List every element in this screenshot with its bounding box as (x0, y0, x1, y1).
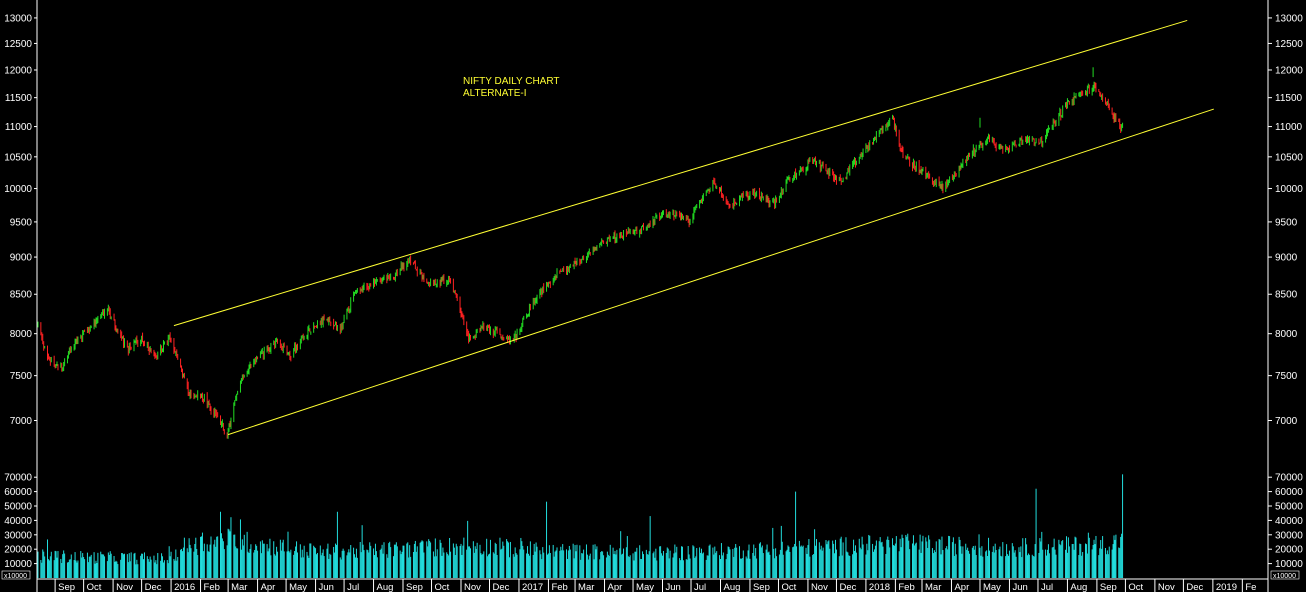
month-label: May (983, 582, 1001, 592)
month-label: Nov (1158, 582, 1175, 592)
price-tick-label: 10000 (4, 184, 32, 195)
month-label: Jul (347, 582, 359, 592)
month-label: 2017 (522, 582, 543, 592)
price-tick-label: 12000 (1275, 65, 1303, 76)
price-tick-label: 12500 (4, 39, 32, 50)
volume-tick-label: 30000 (1275, 530, 1303, 541)
month-label: Fe (1245, 582, 1256, 592)
volume-tick-label: 40000 (1275, 516, 1303, 527)
volume-tick-label: 40000 (4, 516, 32, 527)
month-label: Jun (319, 582, 334, 592)
month-label: Jul (694, 582, 706, 592)
price-tick-label: 12000 (4, 65, 32, 76)
month-label: Oct (781, 582, 796, 592)
month-label: Dec (145, 582, 162, 592)
month-label: Jul (1041, 582, 1053, 592)
month-label: Aug (1070, 582, 1087, 592)
month-label: Aug (377, 582, 394, 592)
month-label: Sep (58, 582, 75, 592)
price-tick-label: 9500 (1275, 217, 1298, 228)
month-label: Dec (493, 582, 510, 592)
price-tick-label: 10500 (1275, 152, 1303, 163)
price-tick-label: 11500 (5, 93, 33, 104)
month-label: Jun (1012, 582, 1027, 592)
month-label: Mar (925, 582, 941, 592)
price-tick-label: 11000 (1275, 122, 1303, 133)
month-label: 2018 (869, 582, 890, 592)
month-label: Nov (116, 582, 133, 592)
price-tick-label: 8500 (10, 290, 33, 301)
price-tick-label: 13000 (4, 13, 32, 24)
price-tick-label: 7500 (1275, 371, 1298, 382)
month-label: Nov (464, 582, 481, 592)
month-label: Sep (1100, 582, 1117, 592)
month-label: Aug (723, 582, 740, 592)
month-label: Feb (204, 582, 220, 592)
volume-tick-label: 50000 (1275, 502, 1303, 513)
price-tick-label: 12500 (1275, 39, 1303, 50)
volume-tick-label: 50000 (4, 502, 32, 513)
price-tick-label: 7500 (10, 371, 33, 382)
volume-unit-box-left (1, 570, 31, 580)
volume-tick-label: 60000 (1275, 487, 1303, 498)
month-label: Mar (578, 582, 594, 592)
month-label: Nov (811, 582, 828, 592)
price-tick-label: 9000 (1275, 253, 1298, 264)
price-tick-label: 10500 (4, 152, 32, 163)
month-label: Sep (406, 582, 423, 592)
volume-tick-label: 70000 (1275, 473, 1303, 484)
month-label: Apr (261, 582, 276, 592)
price-tick-label: 9000 (10, 253, 33, 264)
price-tick-label: 7000 (10, 416, 33, 427)
price-tick-label: 7000 (1275, 416, 1298, 427)
month-label: Mar (231, 582, 247, 592)
price-tick-label: 11000 (5, 122, 33, 133)
price-candles (37, 67, 1124, 439)
month-label: Oct (435, 582, 450, 592)
chart-annotation-line-1: NIFTY DAILY CHART (463, 76, 560, 87)
volume-unit-label: x10000 (1273, 573, 1296, 580)
volume-tick-label: 70000 (4, 473, 32, 484)
price-tick-label: 9500 (10, 217, 33, 228)
trendline (173, 19, 1188, 327)
chart-annotation-line-2: ALTERNATE-I (463, 88, 527, 99)
month-label: May (636, 582, 654, 592)
price-tick-label: 8000 (10, 329, 33, 340)
volume-tick-label: 20000 (4, 545, 32, 556)
volume-tick-label: 10000 (4, 559, 32, 570)
month-label: Oct (87, 582, 102, 592)
trendlines (173, 19, 1214, 436)
volume-tick-label: 10000 (1275, 559, 1303, 570)
price-tick-label: 8500 (1275, 290, 1298, 301)
month-label: Apr (954, 582, 969, 592)
price-tick-label: 10000 (1275, 184, 1303, 195)
month-label: Jun (666, 582, 681, 592)
price-tick-label: 8000 (1275, 329, 1298, 340)
month-label: Dec (1186, 582, 1203, 592)
month-label: May (289, 582, 307, 592)
volume-tick-label: 60000 (4, 487, 32, 498)
volume-tick-label: 20000 (1275, 545, 1303, 556)
month-label: Feb (551, 582, 567, 592)
trendline (227, 108, 1214, 436)
month-label: Apr (608, 582, 623, 592)
month-label: Oct (1128, 582, 1143, 592)
month-label: Sep (753, 582, 770, 592)
month-label: Feb (898, 582, 914, 592)
volume-unit-box-right (1270, 570, 1300, 580)
month-label: 2019 (1216, 582, 1237, 592)
volume-bars (37, 474, 1124, 578)
volume-tick-label: 30000 (4, 530, 32, 541)
price-tick-label: 13000 (1275, 13, 1303, 24)
price-tick-label: 11500 (1275, 93, 1303, 104)
month-label: 2016 (174, 582, 195, 592)
volume-unit-label: x10000 (4, 573, 27, 580)
month-label: Dec (839, 582, 856, 592)
